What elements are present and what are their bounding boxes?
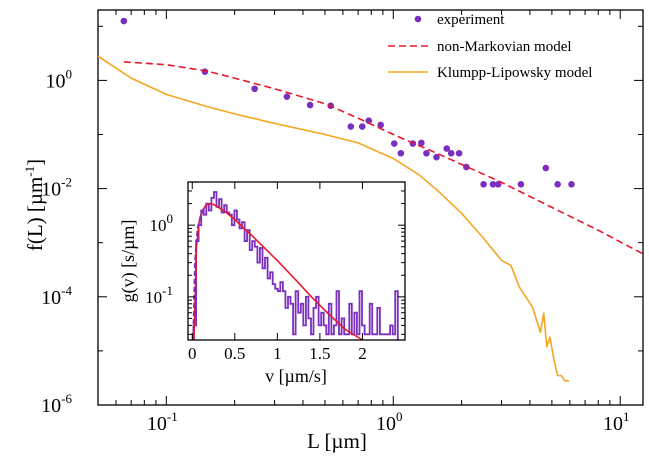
inset-x-ticks: 0 0.5 1 1.5 2 <box>188 182 367 363</box>
experiment-point <box>283 93 291 100</box>
inset-y-tick-label: 100 <box>150 211 174 235</box>
inset-x-tick-label: 2 <box>358 344 367 363</box>
main-y-tick-label: 100 <box>46 66 73 92</box>
inset-x-tick-label: 0 <box>188 344 197 363</box>
inset-y-tick-label-base: 10 <box>150 216 167 235</box>
main-y-tick-label-exp: -2 <box>61 175 72 190</box>
experiment-point <box>201 68 209 75</box>
main-x-tick-label-exp: -1 <box>167 409 178 424</box>
velocity-histogram <box>192 191 399 340</box>
klumpp-lipowsky-model-line <box>97 55 569 382</box>
experiment-point <box>358 123 366 130</box>
main-x-tick-label: 10-1 <box>147 409 178 435</box>
main-x-tick-label-exp: 0 <box>396 409 403 424</box>
legend-marker-experiment <box>414 15 422 23</box>
experiment-point <box>433 153 440 161</box>
main-y-tick-label-exp: -6 <box>61 391 72 406</box>
main-x-tick-label-base: 10 <box>147 413 167 435</box>
inset-dashed-fit-line <box>192 206 206 341</box>
experiment-point <box>517 181 525 188</box>
main-y-tick-label-base: 10 <box>41 287 61 309</box>
legend-label-non-markovian: non-Markovian model <box>437 39 572 55</box>
main-y-tick-label-base: 10 <box>46 70 66 92</box>
main-x-tick-label-base: 10 <box>376 413 396 435</box>
main-x-tick-label-base: 10 <box>603 413 623 435</box>
experiment-point <box>455 149 463 157</box>
experiment-point <box>418 139 425 147</box>
experiment-point <box>447 149 455 157</box>
main-plot-frame <box>97 9 644 406</box>
inset-x-tick-label: 1.5 <box>309 344 330 363</box>
legend-label-klumpp-lipowsky: Klumpp-Lipowsky model <box>437 65 592 81</box>
experiment-point <box>489 181 497 188</box>
experiment-point <box>251 85 258 93</box>
main-x-axis-label: L [µm] <box>307 429 367 453</box>
experiment-point <box>306 101 314 109</box>
main-y-tick-label-base: 10 <box>41 395 61 417</box>
inset-y-tick-label-exp: -1 <box>162 283 173 298</box>
inset-series <box>192 191 399 341</box>
main-x-tick-label: 100 <box>376 409 403 435</box>
experiment-point <box>423 149 430 157</box>
inset-y-tick-label: 10-1 <box>145 283 173 307</box>
inset-x-axis-label: v [µm/s] <box>265 366 327 386</box>
main-y-axis-label-exp: -1 <box>22 166 37 177</box>
experiment-point <box>365 117 373 124</box>
inset-y-tick-label-exp: 0 <box>167 211 174 226</box>
experiment-point <box>554 181 561 188</box>
experiment-point <box>443 145 451 152</box>
main-y-axis-label: f(L) [µm-1] <box>22 159 47 251</box>
experiment-point <box>390 140 398 147</box>
main-x-tick-label-exp: 1 <box>623 409 630 424</box>
experiment-point <box>347 123 355 130</box>
main-y-axis-label-base: f(L) [µm <box>23 177 47 251</box>
inset-y-tick-label-base: 10 <box>145 288 162 307</box>
experiment-point <box>480 181 487 188</box>
experiment-point <box>120 17 128 25</box>
legend-label-experiment: experiment <box>437 12 505 28</box>
inset-y-axis-label: g(v) [s/µm] <box>118 220 139 303</box>
experiment-point <box>377 121 384 129</box>
main-y-tick-label-exp: 0 <box>66 66 73 81</box>
main-x-ticks: 10-1 100 101 <box>97 10 630 435</box>
legend: experiment non-Markovian model Klumpp-Li… <box>388 12 592 81</box>
inset-plot-frame <box>187 181 406 341</box>
experiment-point <box>397 149 405 157</box>
main-y-axis-label-close: ] <box>23 159 47 166</box>
main-x-tick-label: 101 <box>603 409 630 435</box>
main-y-tick-label-exp: -4 <box>61 283 72 298</box>
main-y-tick-label-base: 10 <box>41 179 61 201</box>
main-y-tick-label: 10-6 <box>41 391 72 417</box>
main-y-tick-label: 10-2 <box>41 175 72 201</box>
experiment-point <box>568 181 575 188</box>
inset-x-tick-label: 0.5 <box>224 344 245 363</box>
experiment-point <box>494 181 502 188</box>
non-markovian-model-line <box>123 61 644 255</box>
experiment-point <box>542 164 550 172</box>
main-series <box>97 17 644 382</box>
inset-x-tick-label: 1 <box>273 344 282 363</box>
main-y-tick-label: 10-4 <box>41 283 72 309</box>
